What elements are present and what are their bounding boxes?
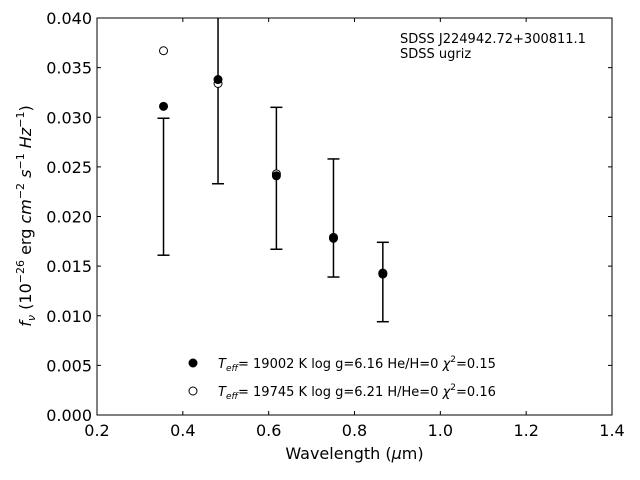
x-axis-label: Wavelength (μm) [285,444,423,463]
y-tick-label: 0.040 [46,9,92,28]
model-point-filled [159,101,169,111]
x-tick-label: 0.4 [170,421,195,440]
legend-entry-2-params: log g=6.21 H/He=0 [311,385,438,400]
legend-entry-1: Teff= 19002 K log g=6.16 He/H=0 χ2=0.15 [218,355,496,374]
legend-entry-1-params: log g=6.16 He/H=0 [311,357,438,372]
legend-entry-1-chi2: =0.15 [456,357,496,372]
x-tick-label: 1.4 [599,421,624,440]
y-tick-label: 0.000 [46,406,92,425]
x-tick-label: 0.6 [256,421,281,440]
y-tick-label: 0.035 [46,59,92,78]
x-tick-label: 0.2 [84,421,109,440]
y-axis-ticks: 0.000 0.005 0.010 0.015 0.020 0.025 0.030 0.035… [46,9,612,425]
y-axis-label: fν (10−26 erg cm−2 s−1 Hz−1) [14,105,38,326]
legend-entry-2-chi2: =0.16 [456,385,496,400]
y-tick-label: 0.025 [46,158,92,177]
x-tick-label: 1.2 [513,421,538,440]
plot-marks [157,18,389,323]
y-tick-label: 0.005 [46,356,92,375]
legend-entry-2-teff: = 19745 K [238,385,308,400]
object-name-annotation: SDSS J224942.72+300811.1 [400,32,586,47]
model-point-filled [213,75,223,85]
y-tick-label: 0.015 [46,257,92,276]
y-tick-label: 0.020 [46,208,92,227]
x-tick-label: 0.8 [342,421,367,440]
y-tick-label: 0.010 [46,307,92,326]
model-point-filled [328,233,338,243]
model-point-open [159,46,169,56]
legend-entry-1-teff: = 19002 K [238,357,308,372]
model-point-filled [378,268,388,278]
x-tick-label: 1.0 [428,421,453,440]
y-tick-label: 0.030 [46,108,92,127]
legend-entry-2: Teff= 19745 K log g=6.21 H/He=0 χ2=0.16 [218,383,496,402]
filter-set-annotation: SDSS ugriz [400,47,471,62]
legend-marker-filled [188,358,198,368]
x-axis-ticks: 0.2 0.4 0.6 0.8 1.0 1.2 1.4 [84,18,625,440]
legend-marker-open [188,386,198,396]
legend: Teff= 19002 K log g=6.16 He/H=0 χ2=0.15 … [188,355,496,402]
plot-frame [96,17,613,416]
model-point-filled [271,171,281,181]
